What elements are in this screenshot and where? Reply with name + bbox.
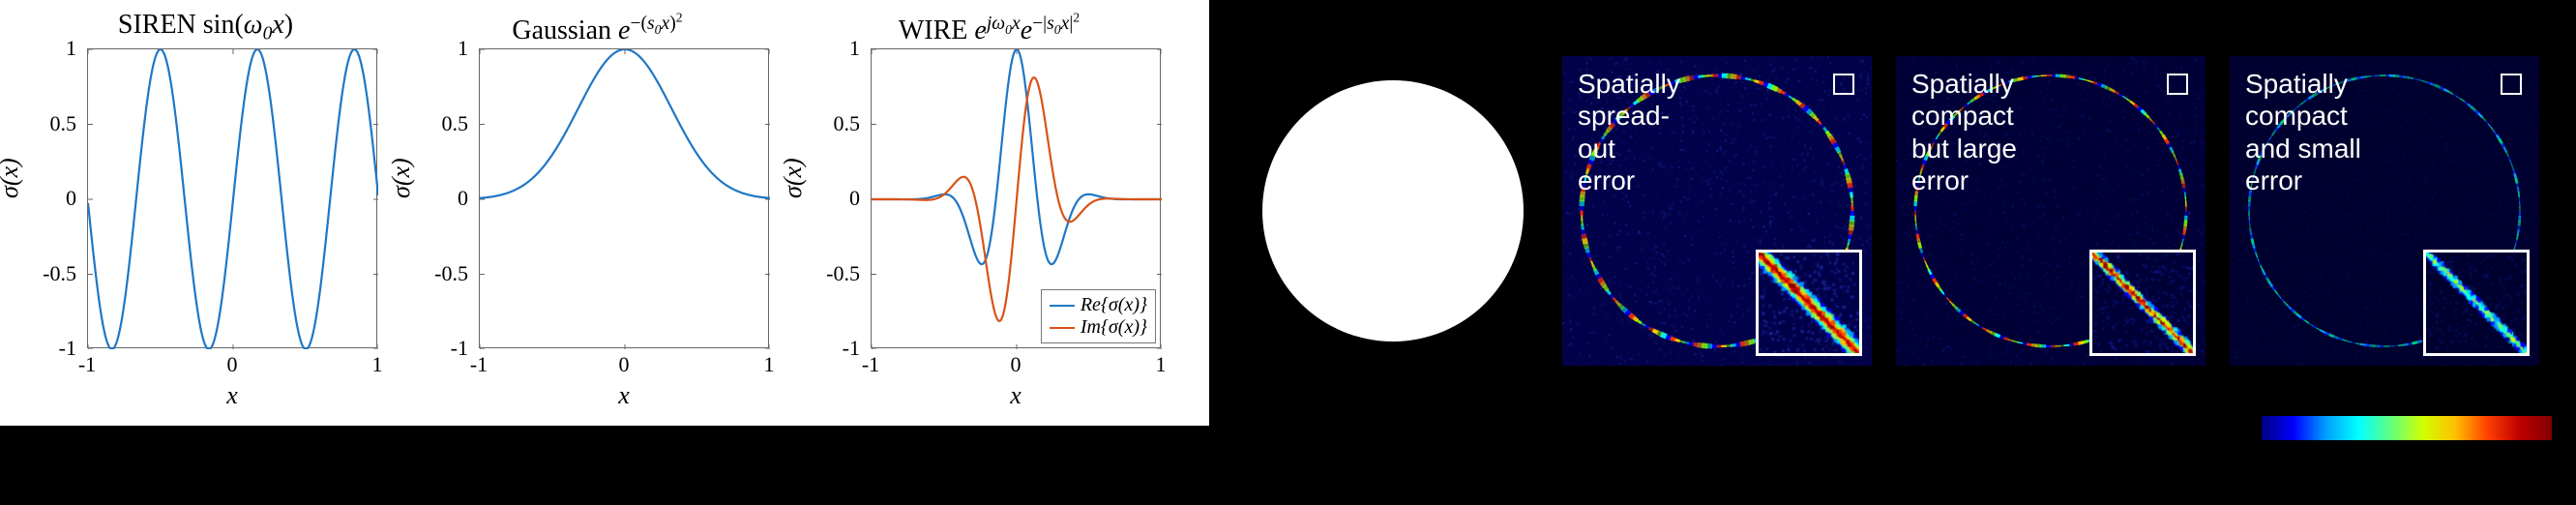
legend-label: Re{σ(x)} — [1081, 294, 1147, 316]
x-tick-label: 0 — [1011, 352, 1022, 377]
chart-0: SIREN sin(ω0x)-1-0.500.51-101σ(x)x — [10, 10, 401, 416]
y-tick-label: 0.5 — [834, 111, 861, 136]
error-caption: Spatially compact but large error — [1911, 68, 2017, 197]
roi-marker — [2501, 74, 2522, 95]
y-tick-label: 0 — [458, 186, 468, 211]
series-Im{σ(x)} — [872, 77, 1162, 321]
colorbar — [2262, 416, 2552, 440]
y-tick-label: 1 — [849, 36, 860, 61]
error-inset — [2089, 250, 2196, 356]
y-tick-label: 0 — [66, 186, 76, 211]
series-Re{σ(x)} — [872, 49, 1162, 264]
roi-marker — [1833, 74, 1854, 95]
y-tick-label: -0.5 — [43, 261, 76, 286]
y-tick-label: -0.5 — [826, 261, 860, 286]
x-tick-label: -1 — [470, 352, 488, 377]
ground-truth-disk — [1248, 66, 1538, 356]
y-axis-label: σ(x) — [387, 158, 416, 198]
plot-area — [479, 48, 769, 348]
x-axis-label: x — [87, 381, 377, 410]
x-ticks: -101 — [479, 350, 769, 379]
x-axis-label: x — [871, 381, 1161, 410]
legend-swatch — [1050, 305, 1075, 307]
error-panel-1: Spatially compact but large error — [1896, 56, 2206, 366]
chart-2: WIRE ejω0xe−|s0x|2-1-0.500.51-101σ(x)xRe… — [793, 10, 1185, 416]
function-plots-panel: SIREN sin(ω0x)-1-0.500.51-101σ(x)xGaussi… — [0, 0, 1209, 426]
legend-item: Re{σ(x)} — [1050, 294, 1147, 316]
series-sine — [88, 49, 378, 349]
x-ticks: -101 — [87, 350, 377, 379]
roi-marker — [2167, 74, 2188, 95]
legend-label: Im{σ(x)} — [1081, 316, 1147, 339]
error-inset — [1756, 250, 1862, 356]
x-tick-label: 1 — [764, 352, 775, 377]
legend: Re{σ(x)}Im{σ(x)} — [1041, 289, 1156, 343]
x-tick-label: 1 — [372, 352, 383, 377]
x-tick-label: 1 — [1156, 352, 1167, 377]
legend-swatch — [1050, 327, 1075, 329]
y-tick-label: 1 — [66, 36, 76, 61]
y-axis-label: σ(x) — [779, 158, 808, 198]
error-visualization-panel: Spatially spread- out error Spatially com… — [1248, 19, 2557, 401]
error-panel-0: Spatially spread- out error — [1562, 56, 1872, 366]
error-caption: Spatially compact and small error — [2245, 68, 2361, 197]
y-tick-label: 0 — [849, 186, 860, 211]
chart-1: Gaussian e−(s0x)2-1-0.500.51-101σ(x)x — [401, 10, 793, 416]
error-panel-2: Spatially compact and small error — [2230, 56, 2539, 366]
y-ticks: -1-0.500.51 — [10, 48, 82, 348]
error-caption: Spatially spread- out error — [1578, 68, 1680, 197]
y-tick-label: -1 — [59, 336, 76, 361]
y-tick-label: -1 — [843, 336, 860, 361]
series-gaussian — [480, 49, 770, 198]
error-inset — [2423, 250, 2530, 356]
x-ticks: -101 — [871, 350, 1161, 379]
y-tick-label: 1 — [458, 36, 468, 61]
y-axis-label: σ(x) — [0, 158, 24, 198]
y-tick-label: 0.5 — [50, 111, 77, 136]
x-tick-label: -1 — [862, 352, 879, 377]
legend-item: Im{σ(x)} — [1050, 316, 1147, 339]
disk-shape — [1262, 80, 1524, 342]
y-tick-label: -1 — [451, 336, 468, 361]
x-tick-label: 0 — [619, 352, 630, 377]
plot-area: Re{σ(x)}Im{σ(x)} — [871, 48, 1161, 348]
y-tick-label: 0.5 — [442, 111, 469, 136]
y-ticks: -1-0.500.51 — [401, 48, 474, 348]
error-panels-row: Spatially spread- out error Spatially com… — [1562, 56, 2539, 366]
y-tick-label: -0.5 — [434, 261, 468, 286]
x-axis-label: x — [479, 381, 769, 410]
x-tick-label: -1 — [78, 352, 96, 377]
x-tick-label: 0 — [227, 352, 238, 377]
y-ticks: -1-0.500.51 — [793, 48, 866, 348]
plot-area — [87, 48, 377, 348]
